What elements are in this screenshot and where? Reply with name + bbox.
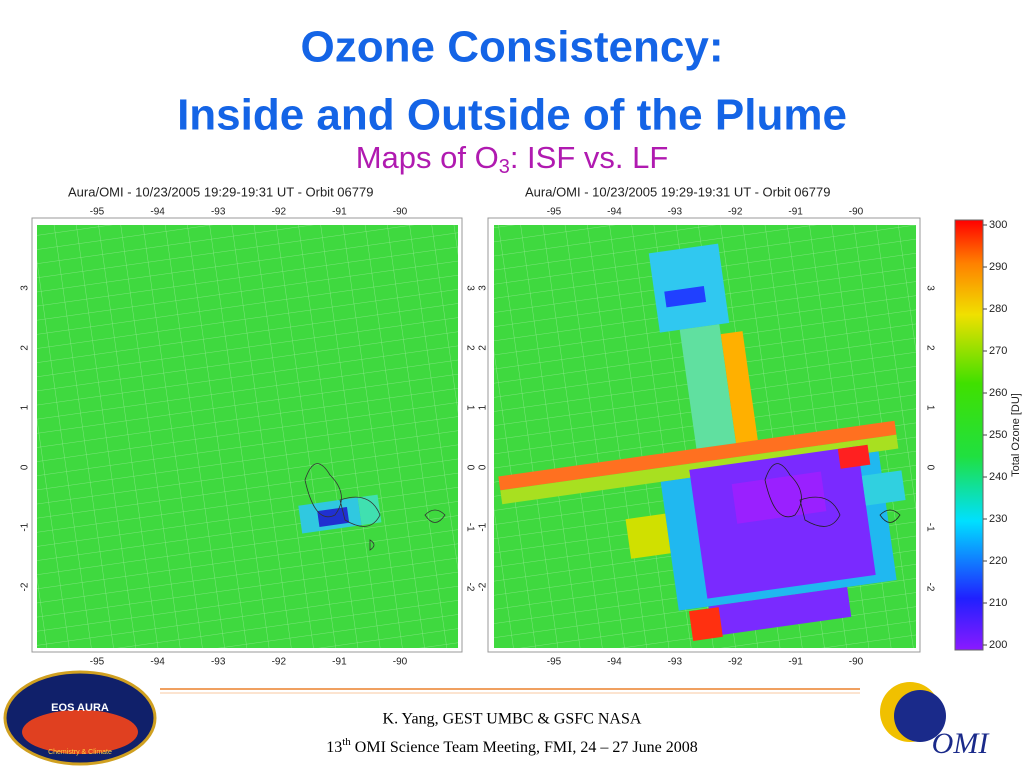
lat-label: -1	[924, 523, 935, 532]
footer-superscript: th	[342, 736, 351, 748]
logo-text: OMI	[932, 727, 991, 760]
lat-label: 0	[20, 464, 31, 470]
lat-label: 3	[924, 285, 935, 291]
subtitle-rest: : ISF vs. LF	[510, 140, 668, 175]
footer-number: 13	[326, 739, 342, 756]
lon-label: -94	[150, 207, 165, 218]
map-title: Aura/OMI - 10/23/2005 19:29-19:31 UT - O…	[68, 184, 373, 199]
lat-label: -1	[20, 522, 31, 531]
lon-label: -94	[150, 657, 165, 668]
colorbar-tick-label: 290	[989, 261, 1007, 273]
footer-text: OMI Science Team Meeting, FMI, 24 – 27 J…	[351, 739, 698, 756]
lat-label: 1	[924, 405, 935, 411]
lat-label: 2	[924, 345, 935, 351]
colorbar-tick-label: 260	[989, 387, 1007, 399]
lon-label: -95	[547, 657, 562, 668]
omi-logo: OMI	[880, 682, 990, 760]
colorbar-tick-label: 200	[989, 639, 1007, 651]
lat-label: 3	[478, 285, 489, 291]
logo-text: Chemistry & Climate	[48, 749, 112, 756]
plume	[498, 243, 906, 641]
lon-label: -95	[547, 207, 562, 218]
lat-label: 2	[478, 345, 489, 351]
lat-label: 1	[464, 405, 475, 411]
colorbar-tick-label: 280	[989, 303, 1007, 315]
lon-label: -91	[788, 207, 803, 218]
lat-label: 3	[464, 285, 475, 291]
lat-label: -2	[20, 582, 31, 591]
title-line: Ozone Consistency:	[301, 23, 724, 72]
lat-label: -2	[924, 583, 935, 592]
lon-label: -92	[728, 657, 743, 668]
logo-text: EOS AURA	[51, 702, 109, 714]
lon-label: -93	[668, 657, 683, 668]
lat-label: 3	[20, 285, 31, 291]
title-line: Inside and Outside of the Plume	[177, 91, 847, 140]
colorbar-tick-label: 230	[989, 513, 1007, 525]
colorbar-tick-label: 250	[989, 429, 1007, 441]
colorbar-label: Total Ozone [DU]	[1010, 393, 1022, 477]
lat-label: -2	[478, 582, 489, 591]
lon-label: -90	[849, 657, 864, 668]
colorbar-tick-label: 240	[989, 471, 1007, 483]
colorbar-tick-label: 220	[989, 555, 1007, 567]
lon-label: -92	[728, 207, 743, 218]
coastline	[304, 463, 446, 551]
lon-label: -90	[393, 657, 408, 668]
lat-label: 2	[464, 345, 475, 351]
colorbar-tick-label: 270	[989, 345, 1007, 357]
lon-label: -92	[272, 657, 287, 668]
lon-label: -94	[607, 657, 622, 668]
lon-label: -92	[272, 207, 287, 218]
lon-label: -90	[849, 207, 864, 218]
lat-label: 0	[464, 465, 475, 471]
colorbar	[954, 219, 984, 651]
lat-label: 2	[20, 345, 31, 351]
lon-label: -93	[211, 207, 226, 218]
lon-label: -91	[788, 657, 803, 668]
subtitle-text: Maps of O	[356, 140, 499, 175]
lon-label: -90	[393, 207, 408, 218]
map-title: Aura/OMI - 10/23/2005 19:29-19:31 UT - O…	[525, 184, 830, 199]
lat-label: 0	[478, 464, 489, 470]
lon-label: -94	[607, 207, 622, 218]
eos-aura-logo: EOS AURA Chemistry & Climate	[3, 670, 157, 766]
colorbar-tick-label: 300	[989, 219, 1007, 231]
lat-label: 1	[20, 404, 31, 410]
lon-label: -95	[90, 657, 105, 668]
lat-label: -1	[478, 522, 489, 531]
lat-label: 1	[478, 404, 489, 410]
lon-label: -91	[332, 657, 347, 668]
subtitle: Maps of O3: ISF vs. LF	[356, 140, 669, 178]
lon-label: -93	[668, 207, 683, 218]
subtitle-subscript: 3	[499, 156, 510, 178]
lat-label: 0	[924, 465, 935, 471]
lon-label: -93	[211, 657, 226, 668]
footer-line: K. Yang, GEST UMBC & GSFC NASA	[383, 711, 642, 728]
coastline	[764, 463, 901, 527]
lon-label: -95	[90, 207, 105, 218]
colorbar-tick-label: 210	[989, 597, 1007, 609]
map-field	[37, 225, 458, 648]
lat-label: -1	[464, 523, 475, 532]
lon-label: -91	[332, 207, 347, 218]
lat-label: -2	[464, 583, 475, 592]
footer-line: 13th OMI Science Team Meeting, FMI, 24 –…	[326, 736, 698, 756]
